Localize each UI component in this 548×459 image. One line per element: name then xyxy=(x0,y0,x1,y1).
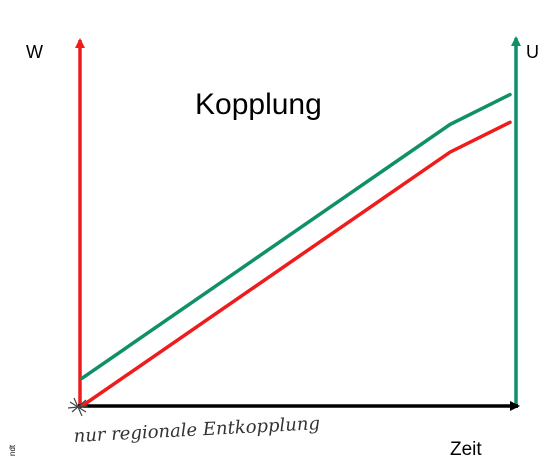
series-line-red xyxy=(82,122,510,406)
annotation-text: nur regionale Entkopplung xyxy=(73,413,320,447)
left-axis-label: W xyxy=(26,42,43,62)
series-line-green xyxy=(82,95,510,379)
side-note: ndt xyxy=(8,444,17,456)
chart-title: Kopplung xyxy=(195,88,322,121)
x-axis-label: Zeit xyxy=(450,439,482,459)
right-axis-label: U xyxy=(526,42,539,62)
